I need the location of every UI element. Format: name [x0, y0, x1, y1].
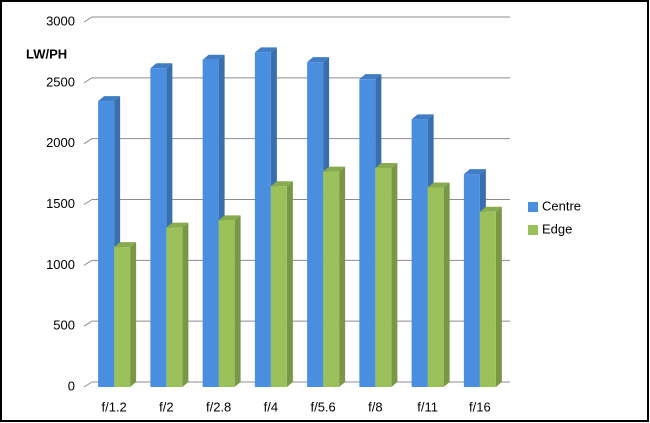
x-tick-label: f/2.8 [206, 399, 231, 414]
bar [359, 79, 376, 387]
x-tick-label: f/2 [159, 399, 173, 414]
bar [202, 59, 219, 387]
bar-top [375, 163, 398, 168]
bar-top [150, 63, 173, 69]
bar-top [254, 47, 277, 53]
bar [150, 68, 167, 387]
bar [114, 247, 131, 387]
y-tick-label: 2000 [46, 135, 75, 150]
bar [270, 186, 287, 387]
bar [375, 168, 392, 387]
x-tick-label: f/5.6 [310, 399, 335, 414]
grid-line [83, 16, 510, 23]
x-tick-label: f/4 [264, 399, 278, 414]
y-tick-label: 1500 [46, 196, 75, 211]
bar-side [443, 182, 450, 387]
bar-top [98, 96, 121, 102]
bar-side [339, 166, 346, 387]
y-axis-label: LW/PH [26, 46, 67, 61]
bar-side [130, 242, 137, 387]
legend-swatch [528, 225, 538, 235]
bar-top [270, 181, 293, 187]
bar-top [359, 74, 382, 80]
bar-top [114, 242, 137, 248]
bar-top [323, 166, 346, 172]
bar-side [182, 222, 189, 387]
bar-side [234, 215, 241, 387]
bar [98, 101, 115, 387]
bar-side [391, 163, 398, 387]
bar [479, 211, 496, 387]
legend-label: Edge [542, 221, 572, 236]
bar-top [307, 57, 330, 63]
bar [411, 119, 428, 387]
bar-top [218, 215, 241, 221]
bar-top [166, 222, 189, 228]
bar-top [479, 206, 502, 212]
bar [218, 220, 235, 387]
bar-top [427, 182, 450, 188]
x-tick-label: f/16 [469, 399, 491, 414]
bar-top [202, 54, 225, 60]
x-tick-label: f/1.2 [101, 399, 126, 414]
y-tick-label: 3000 [46, 13, 75, 28]
x-tick-label: f/8 [368, 399, 382, 414]
y-tick-label: 500 [53, 318, 75, 333]
legend-label: Centre [542, 198, 581, 213]
bar [254, 52, 271, 388]
legend-swatch [528, 202, 538, 212]
bar [166, 227, 183, 387]
x-tick-label: f/11 [417, 399, 438, 414]
y-tick-label: 1000 [46, 257, 75, 272]
bar-top [463, 169, 486, 175]
bar-side [495, 206, 502, 387]
bar [463, 174, 480, 387]
bar [427, 187, 444, 387]
bar-top [411, 114, 434, 120]
bar [307, 62, 324, 388]
bar [323, 171, 340, 387]
y-tick-label: 0 [68, 378, 75, 393]
y-tick-label: 2500 [46, 74, 75, 89]
bar-side [286, 181, 293, 387]
